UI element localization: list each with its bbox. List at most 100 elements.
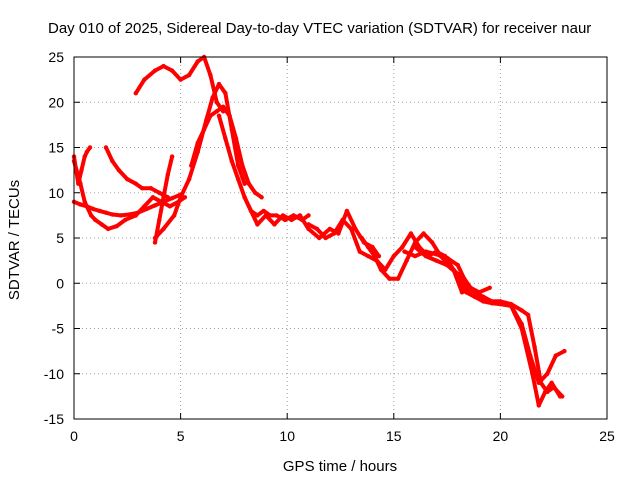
data-point — [152, 235, 158, 241]
y-tick-label: -10 — [44, 366, 64, 382]
data-point — [88, 213, 94, 218]
data-series — [71, 54, 567, 408]
data-point — [172, 213, 177, 218]
data-point — [530, 371, 535, 376]
data-point — [274, 213, 279, 218]
data-point — [402, 249, 407, 254]
data-point — [157, 190, 162, 195]
x-tick-label: 0 — [70, 428, 78, 444]
data-point — [236, 163, 241, 168]
data-point — [357, 249, 362, 254]
data-point — [87, 145, 93, 150]
data-point — [227, 113, 232, 119]
series-trace — [402, 249, 492, 295]
data-point — [216, 81, 222, 87]
data-point — [195, 59, 200, 64]
data-point — [562, 348, 567, 354]
data-point — [353, 226, 358, 232]
data-point — [125, 177, 130, 182]
y-tick-label: -5 — [52, 321, 65, 337]
data-series-5 — [152, 154, 175, 245]
data-point — [408, 231, 414, 236]
data-point — [240, 163, 245, 168]
data-point — [208, 72, 213, 78]
data-point — [259, 195, 264, 200]
data-point — [133, 181, 138, 186]
data-point — [391, 253, 396, 259]
data-point — [366, 253, 371, 259]
data-point — [110, 212, 115, 217]
series-trace — [133, 55, 226, 114]
data-point — [549, 380, 554, 385]
data-point — [165, 172, 170, 177]
data-point — [186, 72, 192, 78]
data-series-13 — [412, 244, 565, 399]
data-point — [378, 267, 384, 272]
data-point — [123, 217, 128, 223]
data-point — [169, 68, 175, 73]
series-trace — [306, 217, 567, 385]
data-point — [412, 253, 418, 259]
data-point — [116, 167, 122, 173]
data-point — [412, 240, 418, 245]
data-point — [223, 136, 228, 141]
data-point — [133, 91, 138, 96]
data-point — [161, 63, 166, 69]
data-point — [400, 244, 405, 250]
data-point — [84, 204, 90, 209]
data-point — [246, 181, 251, 186]
data-point — [519, 308, 524, 313]
series-trace — [104, 145, 170, 200]
data-point — [297, 213, 303, 218]
data-point — [178, 195, 183, 200]
data-point — [376, 253, 382, 259]
y-tick-label: 15 — [48, 140, 64, 156]
data-point — [519, 326, 524, 331]
data-point — [434, 252, 439, 257]
data-point — [263, 213, 269, 218]
data-point — [344, 208, 350, 214]
data-point — [82, 199, 87, 204]
data-point — [178, 77, 183, 82]
data-point — [127, 212, 132, 217]
y-tick-label: 5 — [56, 230, 64, 246]
data-point — [487, 285, 492, 290]
data-point — [150, 195, 156, 200]
data-point — [221, 104, 226, 110]
data-series-12 — [359, 231, 563, 408]
data-point — [152, 203, 158, 208]
data-point — [395, 276, 401, 281]
data-point — [421, 231, 426, 236]
data-point — [161, 195, 166, 200]
data-point — [349, 226, 354, 232]
data-point — [248, 208, 254, 214]
data-point — [366, 244, 371, 250]
x-tick-label: 10 — [279, 428, 295, 444]
data-point — [169, 196, 175, 201]
data-point — [195, 140, 200, 146]
data-point — [464, 290, 469, 295]
data-point — [78, 181, 83, 186]
data-point — [481, 299, 486, 304]
data-point — [553, 353, 558, 358]
y-axis-title: SDTVAR / TECUs — [6, 180, 23, 300]
data-point — [242, 195, 247, 200]
x-tick-label: 15 — [386, 428, 402, 444]
data-point — [114, 224, 119, 229]
data-point — [306, 222, 311, 227]
data-point — [551, 385, 556, 390]
data-point — [105, 226, 111, 232]
data-point — [186, 177, 192, 182]
data-point — [412, 244, 418, 250]
data-point — [444, 262, 450, 268]
data-point — [148, 186, 153, 191]
data-point — [165, 195, 170, 200]
data-point — [359, 235, 364, 241]
data-series-7 — [133, 54, 226, 114]
data-point — [253, 190, 258, 195]
series-trace — [413, 245, 565, 399]
data-point — [82, 154, 87, 159]
data-point — [78, 202, 83, 207]
data-point — [289, 217, 294, 223]
